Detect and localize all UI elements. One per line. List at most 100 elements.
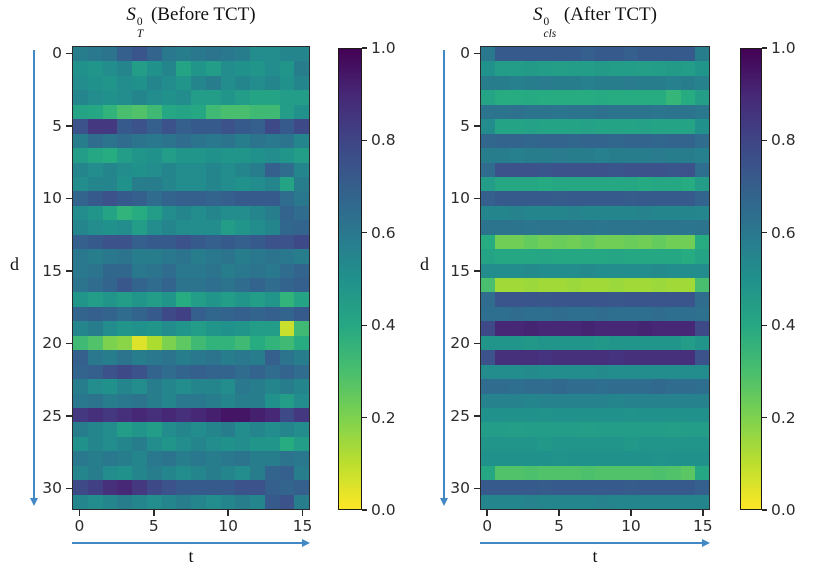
- heatmap-cell: [176, 480, 191, 495]
- heatmap-cell: [652, 379, 667, 394]
- y-tick-label: 5: [460, 116, 470, 135]
- heatmap-cell: [495, 119, 510, 134]
- heatmap-cell: [566, 47, 581, 62]
- heatmap-cell: [132, 422, 147, 437]
- heatmap-cell: [220, 47, 236, 62]
- heatmap-cell: [566, 133, 581, 149]
- heatmap-cell: [132, 451, 147, 466]
- heatmap-cell: [220, 292, 236, 307]
- y-tickmark: [66, 52, 72, 54]
- heatmap-cell: [117, 350, 132, 365]
- heatmap-cell: [509, 249, 524, 264]
- heatmap-cell: [666, 494, 681, 509]
- heatmap-cell: [220, 422, 236, 437]
- heatmap-cell: [666, 335, 681, 351]
- heatmap-cell: [580, 494, 595, 509]
- heatmap-cell: [637, 379, 652, 394]
- x-tickmark: [78, 510, 81, 516]
- heatmap-cell: [609, 104, 624, 120]
- heatmap-cell: [566, 220, 581, 235]
- heatmap-cell: [294, 133, 309, 149]
- heatmap-cell: [205, 90, 221, 105]
- heatmap-cell: [235, 234, 250, 250]
- heatmap-cell: [481, 379, 496, 394]
- heatmap-cell: [580, 321, 595, 336]
- heatmap-cell: [580, 148, 595, 163]
- heatmap-cell: [176, 278, 191, 293]
- heatmap-cell: [623, 379, 638, 394]
- heatmap-cell: [623, 104, 638, 120]
- heatmap-cell: [595, 47, 610, 62]
- heatmap-cell: [523, 306, 538, 322]
- heatmap-cell: [205, 407, 221, 423]
- heatmap-cell: [609, 451, 624, 466]
- heatmap-cell: [176, 436, 191, 452]
- heatmap-cell: [552, 249, 567, 264]
- colorbar-tickmark: [762, 509, 767, 511]
- left-ylabel: d: [10, 254, 19, 274]
- heatmap-cell: [250, 278, 265, 293]
- heatmap-cell: [294, 104, 309, 120]
- heatmap-cell: [205, 205, 221, 221]
- heatmap-cell: [264, 75, 280, 91]
- heatmap-cell: [250, 364, 265, 380]
- heatmap-cell: [146, 119, 162, 134]
- heatmap-cell: [235, 133, 250, 149]
- heatmap-cell: [595, 205, 610, 221]
- y-tick-label: 20: [450, 334, 470, 353]
- heatmap-cell: [623, 350, 638, 365]
- heatmap-cell: [481, 306, 496, 322]
- heatmap-cell: [509, 133, 524, 149]
- heatmap-cell: [481, 422, 496, 437]
- heatmap-cell: [637, 75, 652, 91]
- heatmap-cell: [205, 133, 221, 149]
- heatmap-cell: [220, 249, 236, 264]
- heatmap-cell: [87, 220, 103, 235]
- heatmap-cell: [264, 407, 280, 423]
- heatmap-cell: [609, 407, 624, 423]
- heatmap-cell: [538, 104, 553, 120]
- heatmap-cell: [538, 234, 553, 250]
- heatmap-cell: [538, 249, 553, 264]
- heatmap-cell: [235, 249, 250, 264]
- heatmap-cell: [623, 494, 638, 509]
- heatmap-cell: [220, 205, 236, 221]
- heatmap-cell: [220, 350, 236, 365]
- heatmap-cell: [117, 393, 132, 408]
- heatmap-cell: [161, 205, 177, 221]
- y-tick-label: 20: [42, 334, 62, 353]
- heatmap-cell: [87, 436, 103, 452]
- heatmap-cell: [680, 494, 695, 509]
- heatmap-cell: [250, 104, 265, 120]
- heatmap-cell: [264, 148, 280, 163]
- heatmap-cell: [73, 205, 88, 221]
- heatmap-cell: [205, 465, 221, 481]
- heatmap-cell: [623, 47, 638, 62]
- x-tickmark: [486, 510, 488, 516]
- heatmap-cell: [264, 393, 280, 408]
- heatmap-cell: [481, 75, 496, 91]
- heatmap-cell: [552, 407, 567, 423]
- heatmap-cell: [481, 148, 496, 163]
- heatmap-cell: [580, 191, 595, 206]
- heatmap-cell: [205, 220, 221, 235]
- heatmap-cell: [87, 278, 103, 293]
- heatmap-cell: [509, 47, 524, 62]
- left-colorbar: [338, 48, 362, 510]
- heatmap-cell: [538, 292, 553, 307]
- colorbar-tick-label: 0.2: [371, 408, 396, 427]
- heatmap-cell: [73, 176, 88, 192]
- heatmap-cell: [191, 494, 206, 509]
- heatmap-cell: [495, 292, 510, 307]
- y-tickmark: [66, 487, 72, 489]
- heatmap-cell: [117, 407, 132, 423]
- heatmap-cell: [566, 90, 581, 105]
- right-yaxis-arrow: [443, 50, 445, 498]
- heatmap-cell: [294, 465, 309, 481]
- y-tick-label: 30: [450, 479, 470, 498]
- y-tickmark: [474, 342, 480, 344]
- heatmap-cell: [117, 234, 132, 250]
- heatmap-cell: [235, 407, 250, 423]
- heatmap-cell: [87, 407, 103, 423]
- heatmap-cell: [235, 379, 250, 394]
